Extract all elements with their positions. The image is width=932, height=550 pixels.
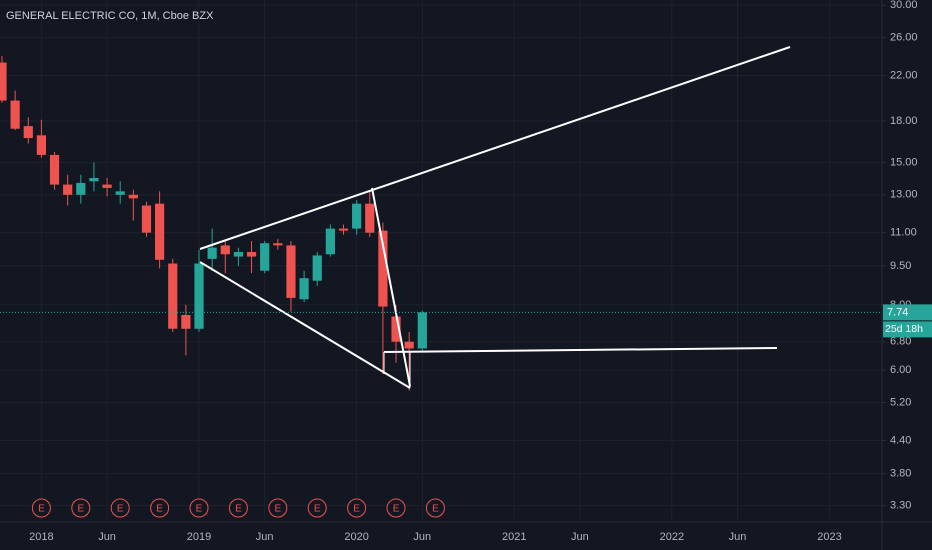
- y-tick-label: 26.00: [890, 32, 918, 44]
- earnings-marker: [425, 498, 445, 518]
- earnings-marker: [71, 498, 91, 518]
- y-tick-label: 18.00: [890, 115, 918, 127]
- candle-body: [89, 178, 99, 182]
- chart-title: GENERAL ELECTRIC CO, 1M, Cboe BZX: [6, 10, 214, 22]
- countdown-box: [883, 321, 932, 338]
- earnings-label: E: [274, 504, 281, 515]
- trend-line: [199, 261, 411, 389]
- candle-body: [76, 182, 86, 195]
- earnings-marker: [31, 498, 51, 518]
- x-tick-label: Jun: [729, 531, 747, 543]
- earnings-marker: [189, 498, 209, 518]
- candle-body: [115, 191, 125, 195]
- y-tick-label: 5.20: [890, 396, 911, 408]
- earnings-label: E: [196, 504, 203, 515]
- y-tick-label: 13.00: [890, 189, 918, 201]
- last-price-box: [883, 304, 932, 321]
- y-tick-label: 6.00: [890, 364, 911, 376]
- candle-body: [23, 126, 33, 139]
- candle-body: [49, 154, 60, 185]
- candle-body: [352, 203, 362, 229]
- y-tick-label: 3.30: [890, 500, 911, 512]
- drawings: [199, 46, 791, 389]
- x-tick-label: 2021: [502, 531, 526, 543]
- y-tick-label: 30.00: [890, 0, 918, 11]
- candle-body: [273, 243, 283, 246]
- trend-line: [383, 347, 778, 353]
- candle-body: [260, 243, 270, 271]
- earnings-marker: [386, 498, 406, 518]
- earnings-marker: [307, 498, 327, 518]
- candle-body: [168, 263, 178, 329]
- candle-body: [63, 184, 73, 195]
- candle-body: [155, 203, 165, 260]
- candle-body: [246, 252, 257, 257]
- candle-body: [36, 135, 46, 155]
- candle-body: [141, 205, 152, 233]
- earnings-label: E: [393, 504, 400, 515]
- earnings-marker: [347, 498, 367, 518]
- x-tick-label: Jun: [571, 531, 589, 543]
- countdown-label: 25d 18h: [885, 323, 923, 335]
- x-tick-label: 2019: [187, 531, 211, 543]
- earnings-marker: [110, 498, 130, 518]
- earnings-label: E: [432, 504, 439, 515]
- y-tick-label: 15.00: [890, 156, 918, 168]
- earnings-label: E: [353, 504, 360, 515]
- x-tick-label: 2022: [660, 531, 684, 543]
- y-tick-label: 4.40: [890, 434, 911, 446]
- earnings-label: E: [38, 504, 45, 515]
- candle-body: [194, 263, 204, 329]
- candle-body: [404, 341, 414, 349]
- candle-body: [102, 184, 112, 188]
- y-tick-label: 11.00: [890, 227, 917, 239]
- y-tick-label: 6.80: [890, 336, 911, 348]
- candle-body: [286, 245, 296, 298]
- earnings-marker: [228, 498, 248, 518]
- candle-body: [312, 255, 322, 281]
- candle-body: [0, 62, 7, 101]
- candle-body: [207, 247, 217, 259]
- earnings-label: E: [77, 504, 84, 515]
- y-tick-label: 22.00: [890, 69, 918, 81]
- candle-body: [220, 245, 230, 255]
- candle-body: [299, 278, 309, 300]
- earnings-marker: [268, 498, 288, 518]
- x-tick-label: 2023: [817, 531, 841, 543]
- earnings-label: E: [235, 504, 242, 515]
- candle-body: [181, 315, 191, 329]
- candle-body: [365, 203, 375, 233]
- trend-line: [199, 46, 791, 250]
- candle-body: [378, 230, 388, 307]
- y-tick-label: 9.50: [890, 260, 911, 272]
- earnings-label: E: [117, 504, 124, 515]
- candle-body: [325, 228, 335, 255]
- candle-body: [338, 228, 349, 231]
- x-tick-label: Jun: [98, 531, 116, 543]
- candle-body: [128, 194, 138, 199]
- earnings-label: E: [314, 504, 321, 515]
- candle-body: [417, 312, 427, 349]
- y-tick-label: 3.80: [890, 468, 911, 480]
- x-tick-label: 2018: [29, 531, 53, 543]
- last-price-label: 7.74: [887, 306, 908, 318]
- x-tick-label: 2020: [344, 531, 368, 543]
- candle-body: [233, 252, 244, 257]
- x-tick-label: Jun: [256, 531, 274, 543]
- candle-body: [391, 316, 401, 342]
- earnings-marker: [150, 498, 170, 518]
- earnings-label: E: [156, 504, 163, 515]
- x-tick-label: Jun: [413, 531, 431, 543]
- trend-line: [371, 187, 411, 387]
- candle-body: [10, 100, 20, 129]
